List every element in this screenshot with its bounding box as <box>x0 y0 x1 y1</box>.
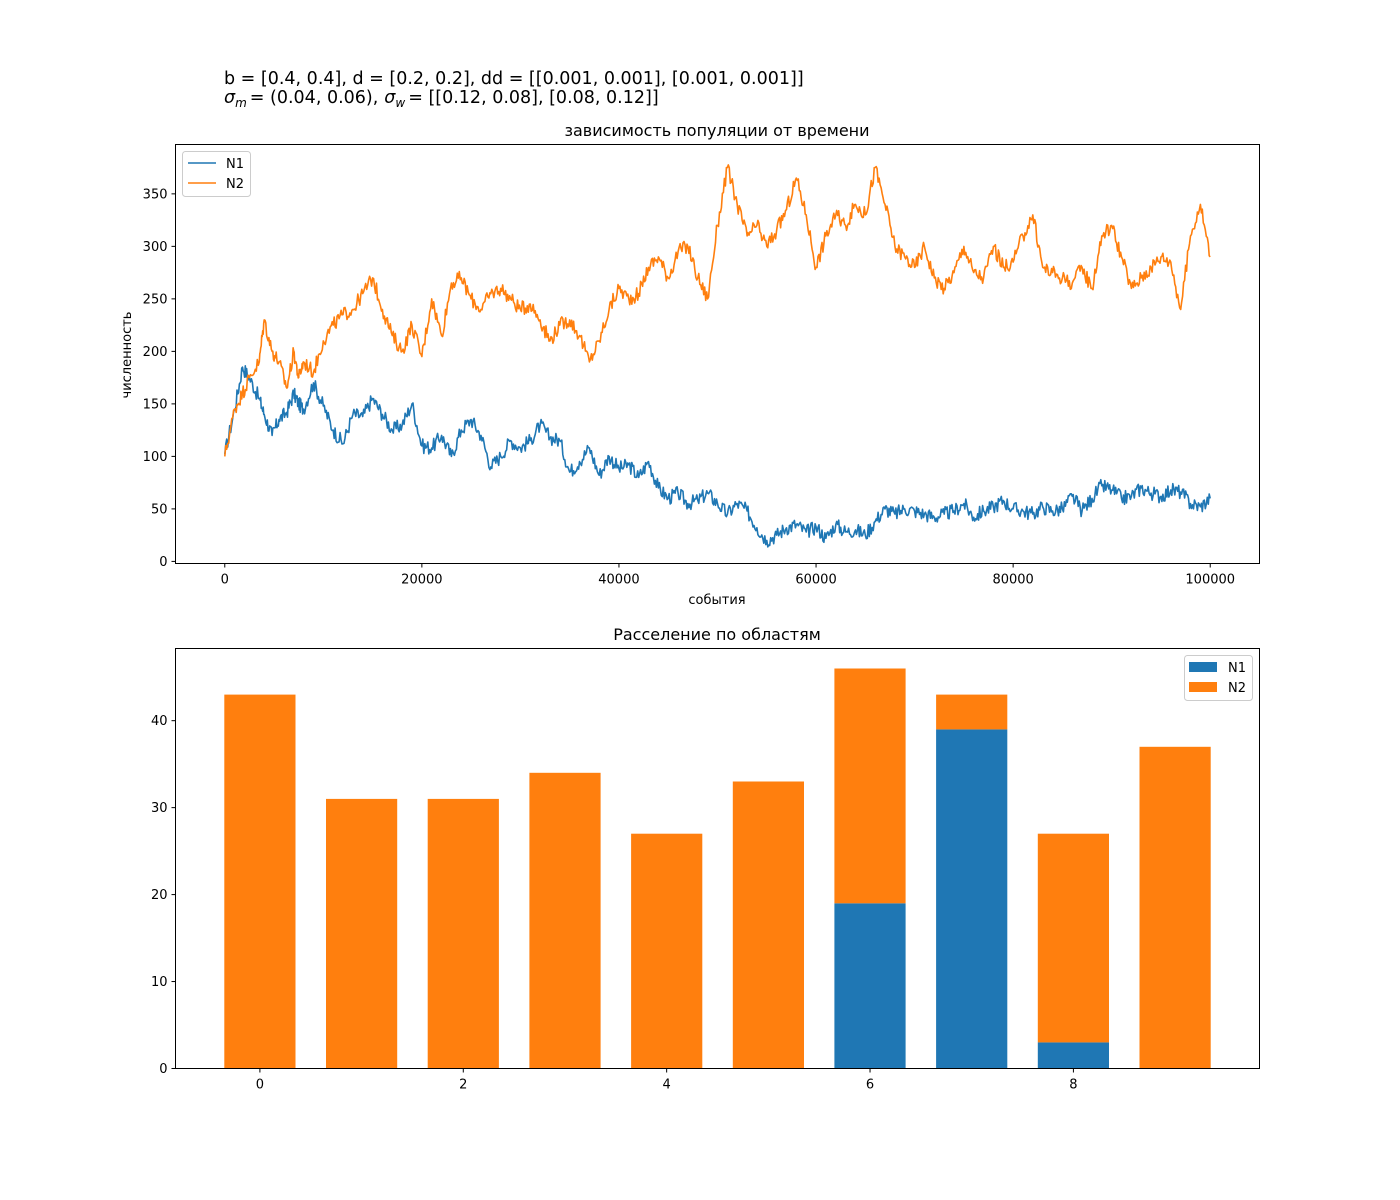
line-chart-series-group <box>224 164 1211 548</box>
y-tick-label: 250 <box>143 292 168 307</box>
suptitle-line-1: b = [0.4, 0.4], d = [0.2, 0.2], dd = [[0… <box>224 69 804 89</box>
legend-n2-bar-swatch <box>1189 682 1217 692</box>
bar-chart-title: Расселение по областям <box>613 625 821 644</box>
series-line-n1 <box>224 365 1211 548</box>
bar-chart-x-ticks: 0 2 4 6 8 <box>256 1068 1078 1093</box>
y-tick-label: 20 <box>151 888 168 903</box>
bar-chart-y-ticks: 0 10 20 30 40 <box>151 714 176 1077</box>
y-tick-label: 0 <box>159 1062 167 1077</box>
legend-n1-label: N1 <box>226 157 244 172</box>
line-chart-xlabel: события <box>688 593 745 608</box>
x-tick-label: 0 <box>256 1078 264 1093</box>
x-tick-label: 60000 <box>795 573 836 588</box>
suptitle-line-2: σm = (0.04, 0.06), σw = [[0.12, 0.08], [0.0… <box>224 88 659 110</box>
y-tick-label: 40 <box>151 714 168 729</box>
y-tick-label: 200 <box>143 345 168 360</box>
y-tick-label: 350 <box>143 187 168 202</box>
bar-n2-9 <box>1139 746 1211 1069</box>
y-tick-label: 100 <box>143 450 168 465</box>
bar-n2-1 <box>326 798 398 1069</box>
bar-chart: Расселение по областям 0 2 4 6 8 0 10 20 30 40 N… <box>151 625 1260 1093</box>
sigma-w-value: = [[0.12, 0.08], [0.08, 0.12]] <box>408 88 658 108</box>
x-tick-label: 80000 <box>992 573 1033 588</box>
legend-n2-label: N2 <box>226 177 244 192</box>
line-chart-title: зависимость популяции от времени <box>564 121 869 140</box>
sigma-m-symbol: σ <box>224 88 236 108</box>
bar-n2-8 <box>1037 833 1109 1043</box>
x-tick-label: 6 <box>866 1078 874 1093</box>
bar-chart-bars-group <box>224 668 1211 1069</box>
x-tick-label: 2 <box>459 1078 467 1093</box>
bar-n1-6 <box>834 903 906 1069</box>
y-tick-label: 50 <box>151 502 168 517</box>
bar-n2-3 <box>529 772 601 1069</box>
bar-n2-7 <box>936 694 1008 730</box>
bar-n2-2 <box>427 798 499 1069</box>
line-chart-frame <box>175 144 1260 564</box>
sigma-w-subscript: w <box>395 96 405 110</box>
sigma-w-symbol: σ <box>384 88 396 108</box>
sigma-m-value: = (0.04, 0.06), <box>250 88 379 108</box>
y-tick-label: 30 <box>151 801 168 816</box>
series-line-n2 <box>224 164 1211 457</box>
bar-n2-5 <box>732 781 804 1069</box>
x-tick-label: 8 <box>1069 1078 1077 1093</box>
line-chart: зависимость популяции от времени 0 20000 4… <box>120 121 1260 608</box>
x-tick-label: 20000 <box>401 573 442 588</box>
y-tick-label: 150 <box>143 397 168 412</box>
y-tick-label: 10 <box>151 975 168 990</box>
bar-n1-7 <box>936 729 1008 1069</box>
line-chart-y-ticks: 0 50 100 150 200 250 300 350 <box>143 187 176 570</box>
line-chart-x-ticks: 0 20000 40000 60000 80000 100000 <box>221 563 1235 588</box>
bar-n1-8 <box>1037 1042 1109 1069</box>
line-chart-ylabel: численность <box>120 312 135 399</box>
bar-n2-0 <box>224 694 296 1069</box>
x-tick-label: 4 <box>663 1078 671 1093</box>
line-chart-legend: N1 N2 <box>182 151 251 197</box>
legend-n1-bar-swatch <box>1189 662 1217 672</box>
x-tick-label: 100000 <box>1185 573 1235 588</box>
bar-chart-frame <box>175 648 1260 1069</box>
bar-legend-n1-label: N1 <box>1228 661 1246 676</box>
y-tick-label: 300 <box>143 240 168 255</box>
bar-n2-4 <box>631 833 703 1069</box>
x-tick-label: 40000 <box>598 573 639 588</box>
bar-chart-legend: N1 N2 <box>1184 655 1253 701</box>
bar-n2-6 <box>834 668 906 904</box>
x-tick-label: 0 <box>221 573 229 588</box>
bar-legend-n2-label: N2 <box>1228 681 1246 696</box>
y-tick-label: 0 <box>159 555 167 570</box>
sigma-m-subscript: m <box>235 96 247 110</box>
